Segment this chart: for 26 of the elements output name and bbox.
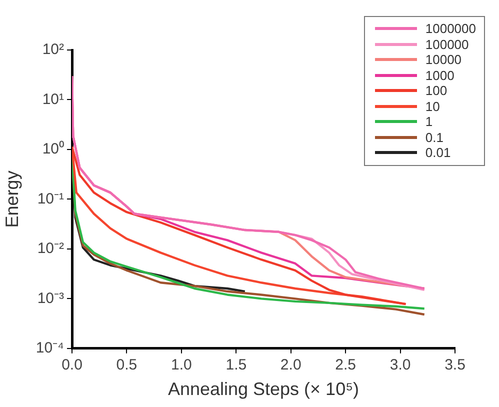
x-tick-label: 1.0 (171, 356, 192, 374)
y-tick-label: 10⁻³ (37, 290, 64, 307)
legend-label: 10 (425, 98, 440, 114)
x-tick-label: 3.5 (444, 356, 466, 374)
y-tick-label: 10⁻¹ (37, 190, 64, 208)
x-tick-label: 0.5 (116, 356, 138, 374)
legend-label: 100000 (425, 36, 469, 52)
y-tick-label: 10⁰ (42, 140, 64, 158)
y-tick-label: 10⁻⁴ (36, 340, 64, 357)
x-tick-label: 3.0 (390, 356, 411, 374)
legend-label: 0.1 (425, 130, 444, 145)
legend-label: 1000 (425, 68, 454, 83)
legend-label: 0.01 (425, 145, 451, 160)
x-tick-label: 2.0 (280, 356, 302, 374)
legend-label: 1000000 (425, 21, 476, 36)
y-axis-title: Energy (2, 170, 22, 228)
legend-label: 10000 (425, 52, 462, 68)
y-tick-label: 10¹ (42, 90, 64, 108)
y-tick-label: 10⁻² (37, 240, 64, 258)
legend-label: 100 (425, 83, 448, 98)
x-tick-label: 1.5 (226, 356, 247, 374)
x-tick-label: 0.0 (62, 356, 82, 374)
x-axis-title: Annealing Steps (× 10⁵) (168, 379, 360, 400)
x-tick-label: 2.5 (335, 356, 356, 374)
y-tick-label: 10² (42, 41, 64, 58)
legend-label: 1 (425, 114, 433, 130)
